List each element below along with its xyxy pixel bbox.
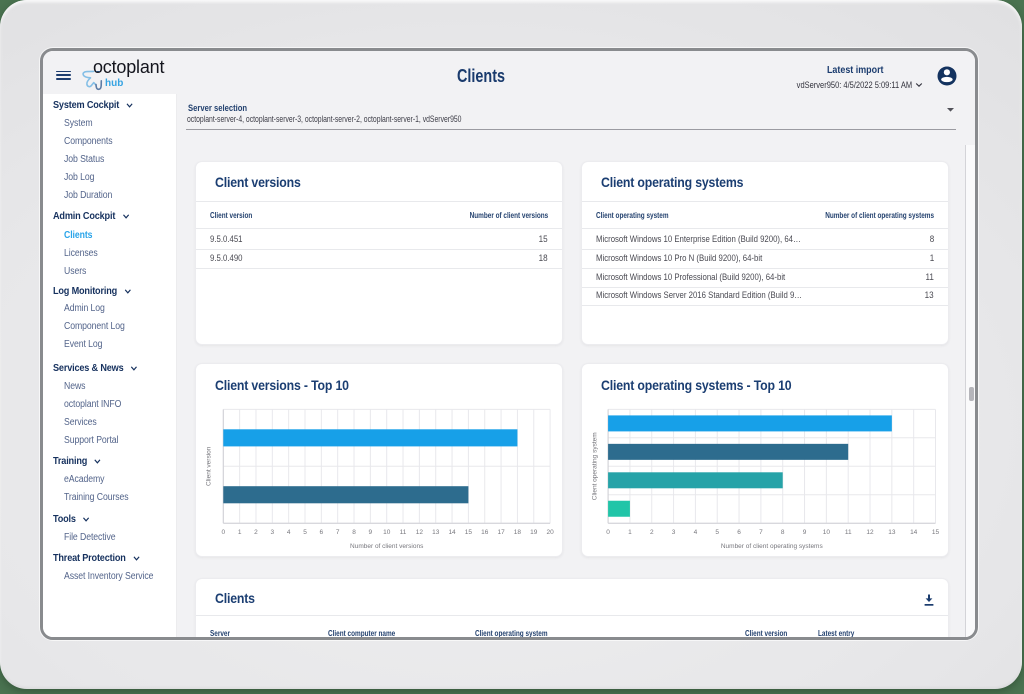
svg-text:1: 1 (238, 529, 242, 536)
svg-text:6: 6 (737, 529, 741, 536)
svg-text:20: 20 (546, 529, 554, 536)
svg-text:14: 14 (448, 529, 456, 536)
svg-text:7: 7 (759, 529, 763, 536)
svg-text:5: 5 (715, 529, 719, 536)
svg-text:3: 3 (672, 529, 676, 536)
svg-text:Client version: Client version (206, 446, 213, 486)
svg-text:7: 7 (336, 529, 340, 536)
svg-text:0: 0 (606, 529, 610, 536)
svg-text:5: 5 (303, 529, 307, 536)
svg-text:15: 15 (465, 529, 473, 536)
svg-text:8: 8 (352, 529, 356, 536)
svg-text:4: 4 (694, 529, 698, 536)
svg-text:2: 2 (254, 529, 258, 536)
svg-text:19: 19 (530, 529, 538, 536)
svg-text:4: 4 (287, 529, 291, 536)
svg-text:12: 12 (866, 529, 874, 536)
svg-text:3: 3 (271, 529, 275, 536)
svg-text:10: 10 (383, 529, 391, 536)
svg-text:8: 8 (781, 529, 785, 536)
svg-text:17: 17 (497, 529, 505, 536)
svg-text:11: 11 (845, 529, 852, 536)
svg-text:Number of client versions: Number of client versions (350, 543, 424, 550)
svg-text:12: 12 (416, 529, 424, 536)
svg-text:6: 6 (320, 529, 324, 536)
svg-text:2: 2 (650, 529, 654, 536)
svg-text:16: 16 (481, 529, 489, 536)
svg-text:15: 15 (932, 529, 940, 536)
svg-text:Client operating system: Client operating system (592, 432, 599, 500)
svg-text:1: 1 (628, 529, 632, 536)
svg-text:9: 9 (369, 529, 373, 536)
svg-text:Number of client operating sys: Number of client operating systems (721, 543, 824, 550)
svg-text:9: 9 (803, 529, 807, 536)
svg-text:13: 13 (888, 529, 896, 536)
svg-text:11: 11 (400, 529, 407, 536)
svg-text:0: 0 (221, 529, 225, 536)
svg-text:18: 18 (514, 529, 522, 536)
svg-text:14: 14 (910, 529, 918, 536)
svg-text:10: 10 (823, 529, 831, 536)
svg-text:13: 13 (432, 529, 440, 536)
